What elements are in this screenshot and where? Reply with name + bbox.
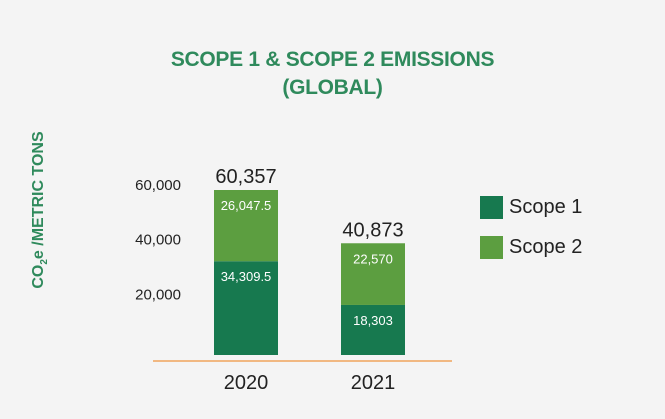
x-tick-label: 2020 (224, 372, 269, 394)
data-label: 26,047.5 (221, 198, 272, 213)
chart-title: SCOPE 1 & SCOPE 2 EMISSIONS (GLOBAL) (0, 46, 665, 102)
legend-item-scope1: Scope 1 (480, 195, 582, 219)
legend-swatch (480, 195, 503, 219)
total-label: 60,357 (215, 166, 276, 188)
bar-segment (341, 243, 405, 305)
bar-segment (214, 190, 278, 262)
data-label: 34,309.5 (221, 269, 272, 284)
y-tick-label: 40,000 (135, 232, 181, 249)
total-label: 40,873 (342, 219, 403, 241)
bar-segment (214, 261, 278, 355)
legend-label: Scope 1 (509, 195, 583, 218)
bar-segment (341, 304, 405, 355)
legend-item-scope2: Scope 2 (480, 235, 582, 259)
title-line-1: SCOPE 1 & SCOPE 2 EMISSIONS (170, 48, 495, 71)
legend-label: Scope 2 (509, 235, 583, 258)
legend: Scope 1 Scope 2 (480, 195, 582, 275)
title-line-2: (GLOBAL) (282, 76, 383, 99)
y-tick-label: 20,000 (135, 286, 181, 303)
y-tick-label: 60,000 (135, 177, 181, 194)
data-label: 18,303 (353, 313, 393, 328)
x-tick-label: 2021 (351, 372, 396, 394)
legend-swatch (480, 235, 503, 259)
data-label: 22,570 (353, 251, 393, 266)
